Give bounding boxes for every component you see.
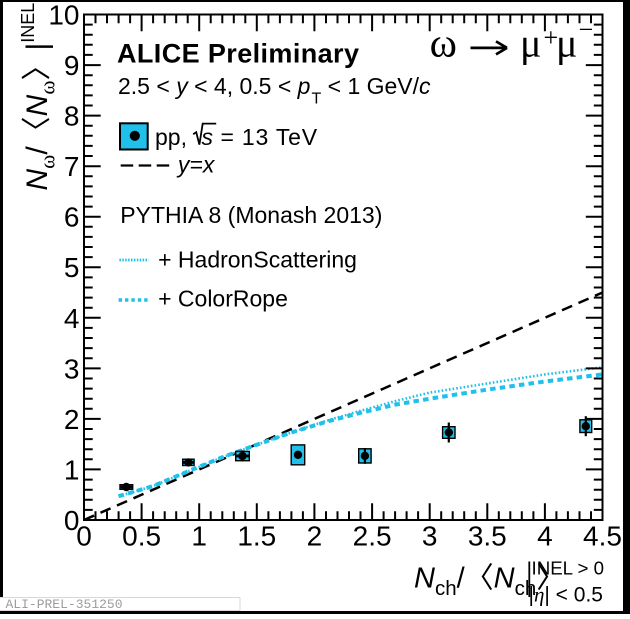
svg-text:4.5: 4.5	[583, 521, 622, 552]
svg-text:Nω/〈Nω〉|INEL > 0: Nω/〈Nω〉|INEL > 0	[18, 0, 60, 191]
svg-text:2: 2	[307, 521, 323, 552]
svg-text:3: 3	[64, 353, 80, 384]
svg-text:s: s	[202, 124, 214, 150]
svg-text:μ: μ	[520, 21, 541, 66]
svg-text:pp,: pp,	[155, 124, 187, 150]
svg-text:+: +	[544, 23, 559, 52]
svg-text:1: 1	[64, 454, 80, 485]
svg-text:7: 7	[64, 151, 80, 182]
svg-text:0.5: 0.5	[122, 521, 161, 552]
svg-text:9: 9	[64, 50, 80, 81]
svg-text:3.5: 3.5	[468, 521, 507, 552]
svg-text:4: 4	[64, 303, 80, 334]
svg-text:|η| < 0.5: |η| < 0.5	[529, 583, 603, 607]
svg-text:5: 5	[64, 252, 80, 283]
svg-text:−: −	[579, 15, 594, 44]
svg-text:8: 8	[64, 101, 80, 132]
svg-text:+ HadronScattering: + HadronScattering	[158, 247, 357, 273]
svg-text:2: 2	[64, 404, 80, 435]
svg-text:0: 0	[64, 505, 80, 536]
svg-text:μ: μ	[556, 21, 577, 66]
svg-text:PYTHIA 8 (Monash 2013): PYTHIA 8 (Monash 2013)	[120, 202, 382, 228]
svg-text:1: 1	[191, 521, 207, 552]
svg-text:= 13 TeV: = 13 TeV	[221, 124, 318, 150]
svg-text:0: 0	[76, 521, 92, 552]
svg-text:4: 4	[537, 521, 553, 552]
svg-text:Nch/〈Nch〉: Nch/〈Nch〉	[414, 563, 565, 601]
svg-text:6: 6	[64, 202, 80, 233]
svg-text:+ ColorRope: + ColorRope	[158, 286, 288, 312]
svg-text:ω: ω	[430, 20, 457, 66]
svg-text:10: 10	[48, 0, 79, 31]
svg-text:INEL > 0: INEL > 0	[532, 558, 605, 579]
svg-text:2.5: 2.5	[353, 521, 392, 552]
svg-text:3: 3	[422, 521, 438, 552]
svg-text:ALI-PREL-351250: ALI-PREL-351250	[6, 597, 123, 612]
svg-text:ALICE Preliminary: ALICE Preliminary	[117, 39, 359, 69]
svg-text:1.5: 1.5	[237, 521, 276, 552]
svg-text:y=x: y=x	[176, 152, 216, 178]
